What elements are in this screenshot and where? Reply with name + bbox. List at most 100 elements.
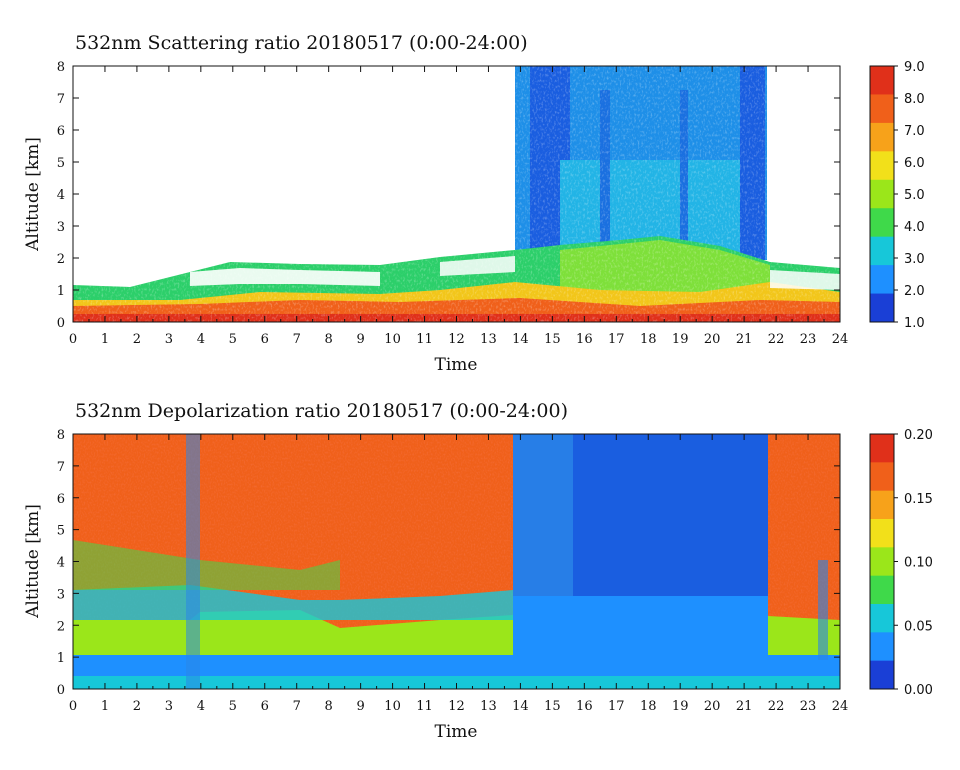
x-tick-label: 19 bbox=[672, 699, 689, 714]
y-tick-label: 5 bbox=[57, 156, 65, 171]
x-tick-label: 8 bbox=[325, 332, 333, 347]
x-tick-label: 11 bbox=[416, 332, 433, 347]
y-tick-label: 4 bbox=[57, 556, 65, 571]
x-tick-label: 1 bbox=[101, 332, 109, 347]
x-tick-label: 3 bbox=[165, 332, 173, 347]
y-tick-label: 1 bbox=[57, 651, 65, 666]
clear-column bbox=[818, 560, 828, 660]
colorbar-segment bbox=[870, 151, 894, 181]
x-tick-label: 10 bbox=[384, 332, 401, 347]
x-tick-label: 7 bbox=[293, 332, 301, 347]
colorbar-tick-label: 0.05 bbox=[904, 619, 933, 634]
axis-ticks: 0 1 2 3 4 5 6 7 8 9 10 11 12 13 14 15 16 17 18 19 20 21 22 23 24… bbox=[57, 428, 849, 714]
depolarization-ratio-panel: 532nm Depolarization ratio 20180517 (0:0… bbox=[23, 400, 933, 742]
mid-green bbox=[73, 540, 340, 590]
x-tick-label: 7 bbox=[293, 699, 301, 714]
x-tick-label: 0 bbox=[69, 332, 77, 347]
x-tick-label: 24 bbox=[832, 332, 849, 347]
colorbar-segment bbox=[870, 632, 894, 662]
x-tick-label: 9 bbox=[356, 699, 364, 714]
heatmap-field bbox=[73, 434, 840, 689]
colorbar-tick-label: 9.0 bbox=[904, 60, 925, 75]
x-axis-label: Time bbox=[435, 355, 478, 375]
colorbar-tick-label: 7.0 bbox=[904, 124, 925, 139]
x-axis-label: Time bbox=[435, 722, 478, 742]
x-tick-label: 13 bbox=[480, 332, 497, 347]
x-tick-label: 21 bbox=[736, 332, 753, 347]
clear-column bbox=[186, 434, 200, 689]
x-tick-label: 2 bbox=[133, 699, 141, 714]
colorbar-segment bbox=[870, 94, 894, 124]
colorbar-tick-label: 6.0 bbox=[904, 156, 925, 171]
y-tick-label: 8 bbox=[57, 60, 65, 75]
y-tick-label: 0 bbox=[57, 316, 65, 331]
chart-title: 532nm Scattering ratio 20180517 (0:00-24… bbox=[75, 32, 528, 54]
x-tick-label: 15 bbox=[544, 699, 561, 714]
y-tick-label: 3 bbox=[57, 587, 65, 602]
colorbar-segment bbox=[870, 490, 894, 520]
x-tick-label: 1 bbox=[101, 699, 109, 714]
colorbar-tick-label: 4.0 bbox=[904, 220, 925, 235]
bl-green bbox=[73, 610, 513, 660]
colorbar-tick-label: 2.0 bbox=[904, 284, 925, 299]
texture-overlay bbox=[73, 66, 840, 322]
y-axis-label: Altitude [km] bbox=[23, 137, 43, 252]
colorbar-segment bbox=[870, 208, 894, 238]
colorbar: 1.0 2.0 3.0 4.0 5.0 6.0 7.0 8.0 9.0 bbox=[869, 60, 925, 331]
y-tick-label: 6 bbox=[57, 492, 65, 507]
y-tick-label: 0 bbox=[57, 683, 65, 698]
colorbar-tick-label: 0.20 bbox=[904, 428, 933, 443]
x-tick-label: 15 bbox=[544, 332, 561, 347]
x-tick-label: 17 bbox=[608, 699, 625, 714]
x-tick-label: 22 bbox=[768, 332, 785, 347]
x-tick-label: 23 bbox=[800, 699, 817, 714]
x-tick-label: 20 bbox=[704, 332, 721, 347]
colorbar-segment bbox=[870, 660, 894, 690]
x-tick-label: 14 bbox=[512, 699, 529, 714]
x-tick-label: 8 bbox=[325, 699, 333, 714]
y-tick-label: 8 bbox=[57, 428, 65, 443]
x-tick-label: 21 bbox=[736, 699, 753, 714]
colorbar-tick-label: 5.0 bbox=[904, 188, 925, 203]
chart-title: 532nm Depolarization ratio 20180517 (0:0… bbox=[75, 400, 568, 422]
x-tick-label: 3 bbox=[165, 699, 173, 714]
x-tick-label: 20 bbox=[704, 699, 721, 714]
axis-ticks: 0 1 2 3 4 5 6 7 8 9 10 11 12 13 14 15 16 17 18 19 20 21 22 23 24… bbox=[57, 60, 849, 347]
x-tick-label: 9 bbox=[356, 332, 364, 347]
colorbar-segment bbox=[870, 122, 894, 152]
x-tick-label: 5 bbox=[229, 332, 237, 347]
x-tick-label: 18 bbox=[640, 699, 657, 714]
colorbar: 0.00 0.05 0.10 0.15 0.20 bbox=[869, 428, 933, 698]
x-tick-label: 19 bbox=[672, 332, 689, 347]
y-tick-label: 7 bbox=[57, 460, 65, 475]
y-tick-label: 7 bbox=[57, 92, 65, 107]
y-tick-label: 2 bbox=[57, 619, 65, 634]
x-tick-label: 4 bbox=[197, 332, 205, 347]
colorbar-tick-label: 0.10 bbox=[904, 556, 933, 571]
y-tick-label: 5 bbox=[57, 524, 65, 539]
y-tick-label: 1 bbox=[57, 284, 65, 299]
y-tick-label: 6 bbox=[57, 124, 65, 139]
x-tick-label: 11 bbox=[416, 699, 433, 714]
x-tick-label: 23 bbox=[800, 332, 817, 347]
colorbar-tick-label: 1.0 bbox=[904, 316, 925, 331]
heatmap-field bbox=[73, 66, 840, 322]
x-tick-label: 12 bbox=[448, 332, 465, 347]
scattering-ratio-panel: 532nm Scattering ratio 20180517 (0:00-24… bbox=[23, 32, 925, 375]
x-tick-label: 16 bbox=[576, 699, 593, 714]
x-tick-label: 14 bbox=[512, 332, 529, 347]
colorbar-tick-label: 0.00 bbox=[904, 683, 933, 698]
y-tick-label: 2 bbox=[57, 252, 65, 267]
x-tick-label: 16 bbox=[576, 332, 593, 347]
x-tick-label: 12 bbox=[448, 699, 465, 714]
x-tick-label: 6 bbox=[261, 699, 269, 714]
y-tick-label: 3 bbox=[57, 220, 65, 235]
colorbar-segment bbox=[870, 462, 894, 492]
colorbar-tick-label: 8.0 bbox=[904, 92, 925, 107]
x-tick-label: 24 bbox=[832, 699, 849, 714]
y-axis-label: Altitude [km] bbox=[23, 504, 43, 619]
x-tick-label: 5 bbox=[229, 699, 237, 714]
colorbar-segment bbox=[870, 236, 894, 266]
colorbar-tick-label: 0.15 bbox=[904, 492, 933, 507]
